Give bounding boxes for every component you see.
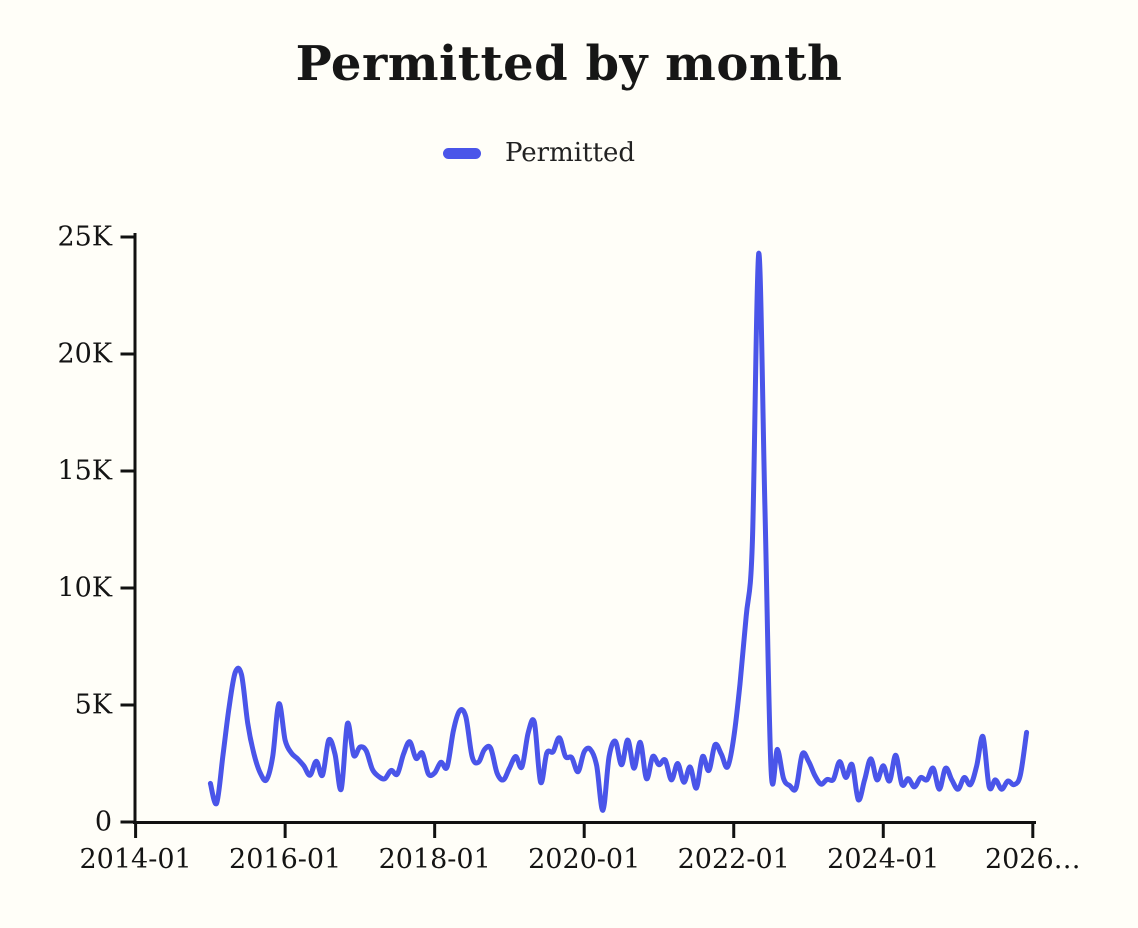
y-tick-label: 15K: [57, 456, 112, 487]
chart-title: Permitted by month: [295, 36, 843, 92]
y-tick-label: 0: [95, 807, 112, 838]
y-tick-label: 25K: [57, 222, 112, 253]
permitted-line-series: [207, 250, 1030, 813]
x-tick-label: 2026…: [985, 844, 1081, 875]
y-tick-label: 20K: [57, 339, 112, 370]
x-tick-label: 2014-01: [79, 844, 191, 875]
y-tick-label: 5K: [75, 690, 113, 721]
legend-swatch-permitted: [442, 147, 481, 159]
legend: Permitted: [0, 138, 1108, 168]
x-tick-label: 2024-01: [827, 844, 939, 875]
y-tick-label: 10K: [57, 573, 112, 604]
x-tick-label: 2018-01: [379, 844, 491, 875]
x-tick-label: 2020-01: [528, 844, 640, 875]
legend-label-permitted: Permitted: [504, 138, 636, 168]
x-tick-label: 2022-01: [678, 844, 790, 875]
x-tick-label: 2016-01: [229, 844, 341, 875]
